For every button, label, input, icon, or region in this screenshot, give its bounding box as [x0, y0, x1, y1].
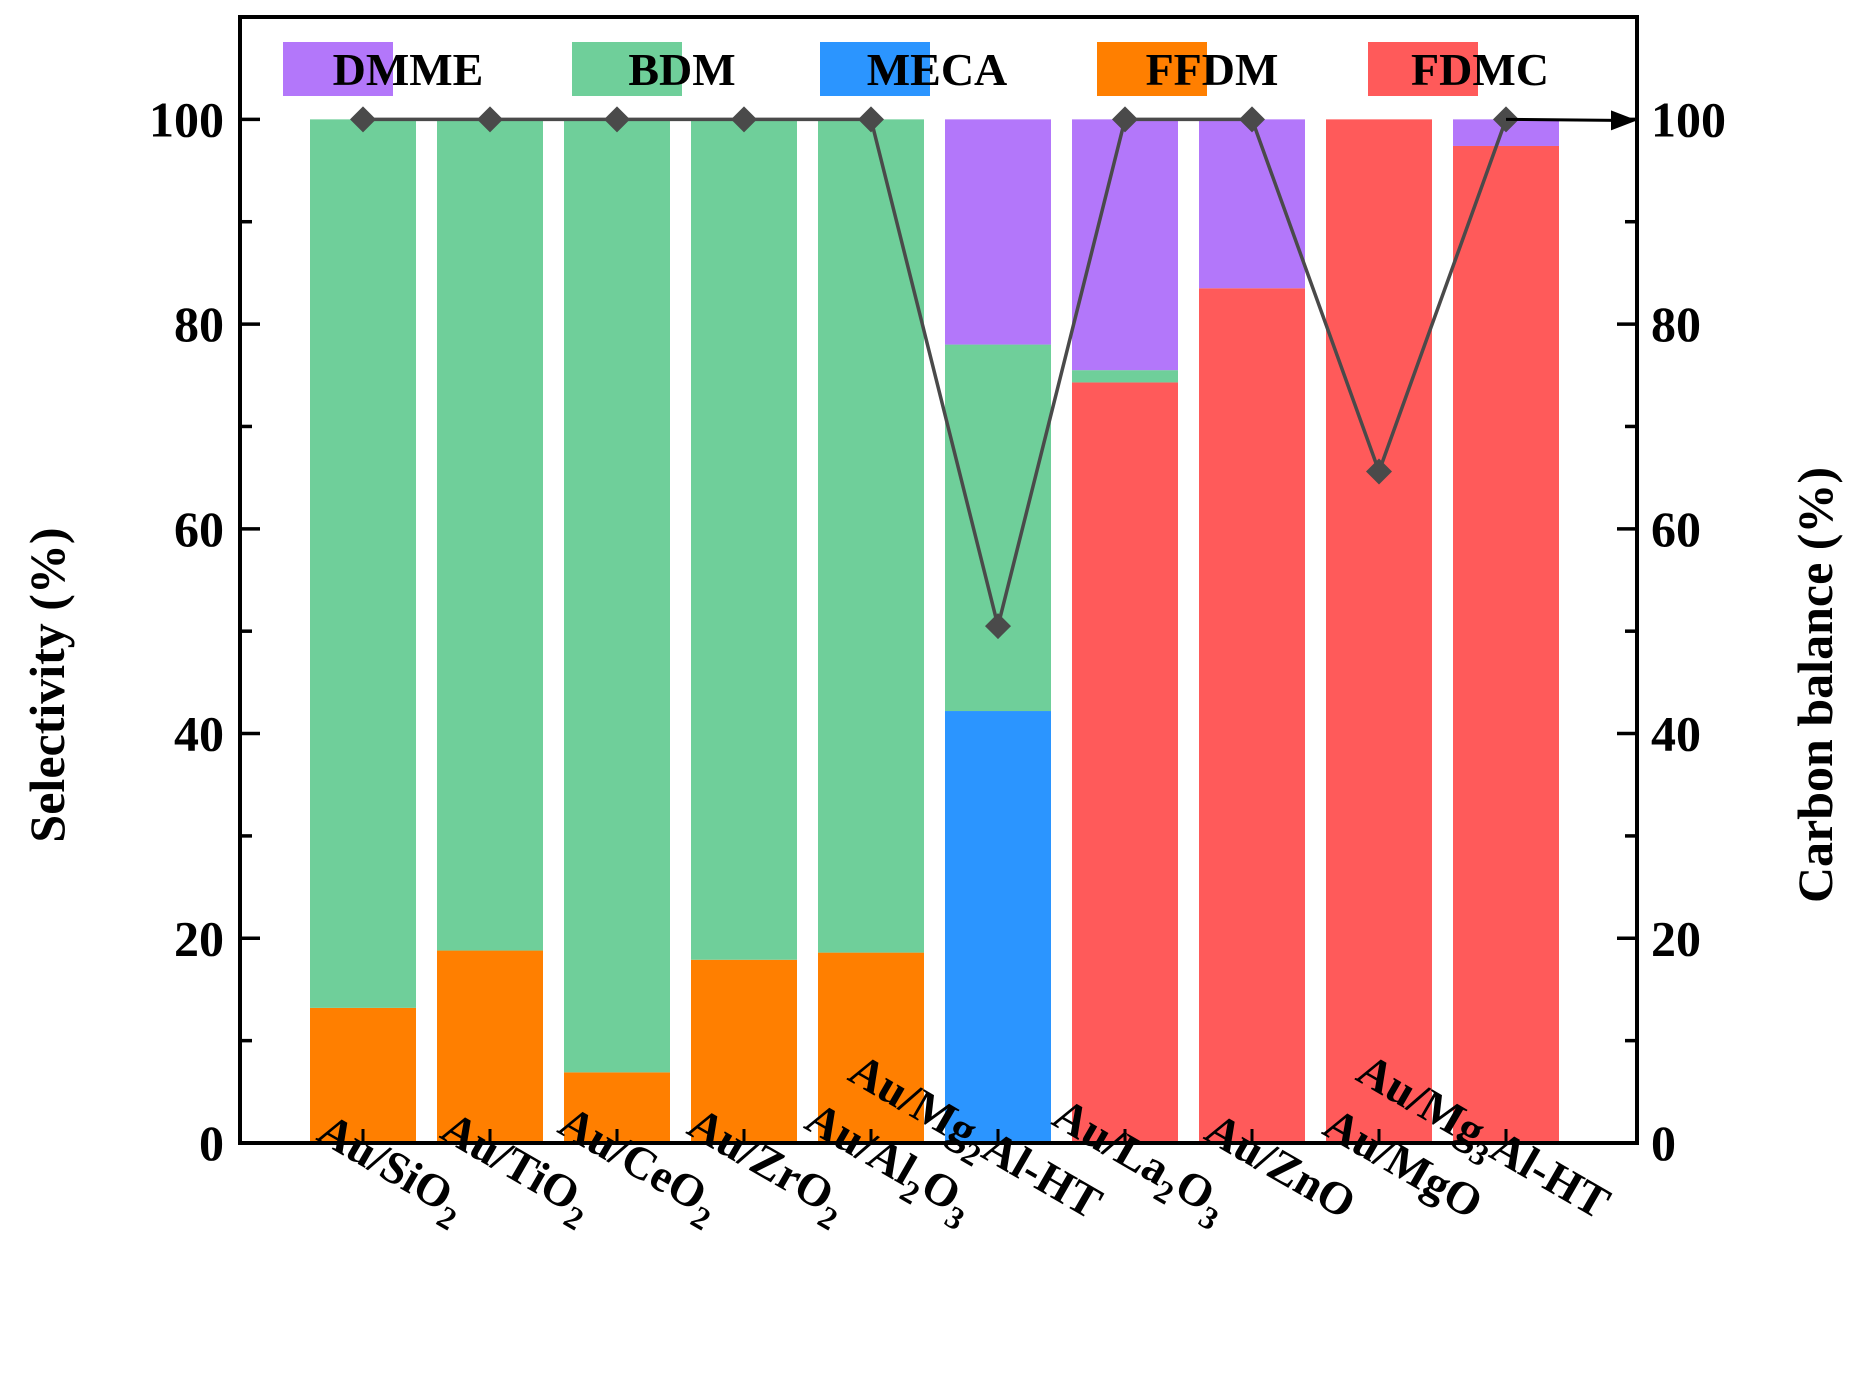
carbon-balance-point-6 — [1112, 106, 1138, 133]
y2-tick-label-100: 100 — [1651, 91, 1726, 147]
y-tick-label-0: 0 — [199, 1115, 224, 1171]
legend-label-meca: MECA — [867, 44, 1008, 95]
y2-tick-label-0: 0 — [1651, 1115, 1676, 1171]
axes-layer: 0 20 40 60 80 100 0 20 40 60 80 100 — [149, 15, 1726, 1171]
bar-meca-5 — [945, 711, 1051, 1143]
carbon-balance-layer — [350, 106, 1637, 640]
plot-frame — [238, 15, 1639, 1145]
carbon-balance-point-3 — [731, 106, 757, 133]
bar-bdm-5 — [945, 344, 1051, 712]
bar-bdm-4 — [818, 119, 924, 953]
y2-tick-label-80: 80 — [1651, 296, 1701, 352]
carbon-balance-point-9 — [1493, 106, 1519, 133]
bar-fdmc-9 — [1453, 145, 1559, 1144]
bar-ffdm-4 — [818, 952, 924, 1143]
legend-swatch-meca — [820, 42, 930, 96]
bar-bdm-3 — [691, 119, 797, 960]
legend-swatch-fdmc — [1368, 42, 1478, 96]
y2-tick-label-40: 40 — [1651, 706, 1701, 762]
bar-bdm-0 — [310, 119, 416, 1008]
carbon-balance-point-7 — [1239, 106, 1265, 133]
bar-bdm-6 — [1072, 370, 1178, 383]
legend-swatch-bdm — [572, 42, 682, 96]
bar-fdmc-6 — [1072, 382, 1178, 1143]
bar-dmme-5 — [945, 119, 1051, 345]
bar-dmme-6 — [1072, 119, 1178, 371]
carbon-balance-point-1 — [477, 106, 503, 133]
carbon-balance-point-8 — [1366, 458, 1392, 485]
bar-fdmc-8 — [1326, 119, 1432, 1143]
carbon-balance-line — [363, 117, 1508, 627]
carbon-balance-point-4 — [858, 106, 884, 133]
bar-layer — [310, 119, 1559, 1144]
y-tick-label-40: 40 — [174, 706, 224, 762]
bar-bdm-1 — [437, 119, 543, 951]
legend-label-bdm: BDM — [628, 44, 735, 95]
bar-ffdm-0 — [310, 1007, 416, 1143]
bar-ffdm-1 — [437, 950, 543, 1143]
y-tick-label-60: 60 — [174, 501, 224, 557]
y2-tick-label-20: 20 — [1651, 910, 1701, 966]
carbon-balance-point-2 — [604, 106, 630, 133]
legend-swatch-ffdm — [1097, 42, 1207, 96]
y2-axis-label: Carbon balance (%) — [1787, 467, 1843, 903]
y-axis-label: Selectivity (%) — [19, 527, 75, 842]
bar-ffdm-3 — [691, 959, 797, 1143]
legend-swatch-dmme — [283, 42, 393, 96]
bar-bdm-2 — [564, 119, 670, 1073]
y-tick-label-100: 100 — [149, 91, 224, 147]
carbon-balance-arrow-shaft — [1505, 117, 1616, 122]
y-tick-label-20: 20 — [174, 910, 224, 966]
carbon-balance-point-5 — [985, 613, 1011, 640]
legend-label-dmme: DMME — [333, 44, 484, 95]
bar-dmme-7 — [1199, 119, 1305, 289]
legend-label-fdmc: FDMC — [1411, 44, 1549, 95]
bar-fdmc-7 — [1199, 288, 1305, 1143]
legend-label-ffdm: FFDM — [1146, 44, 1279, 95]
y2-tick-label-60: 60 — [1651, 501, 1701, 557]
carbon-balance-point-0 — [350, 106, 376, 133]
legend: DMME BDM MECA FFDM FDMC — [283, 42, 1549, 96]
y-tick-label-80: 80 — [174, 296, 224, 352]
